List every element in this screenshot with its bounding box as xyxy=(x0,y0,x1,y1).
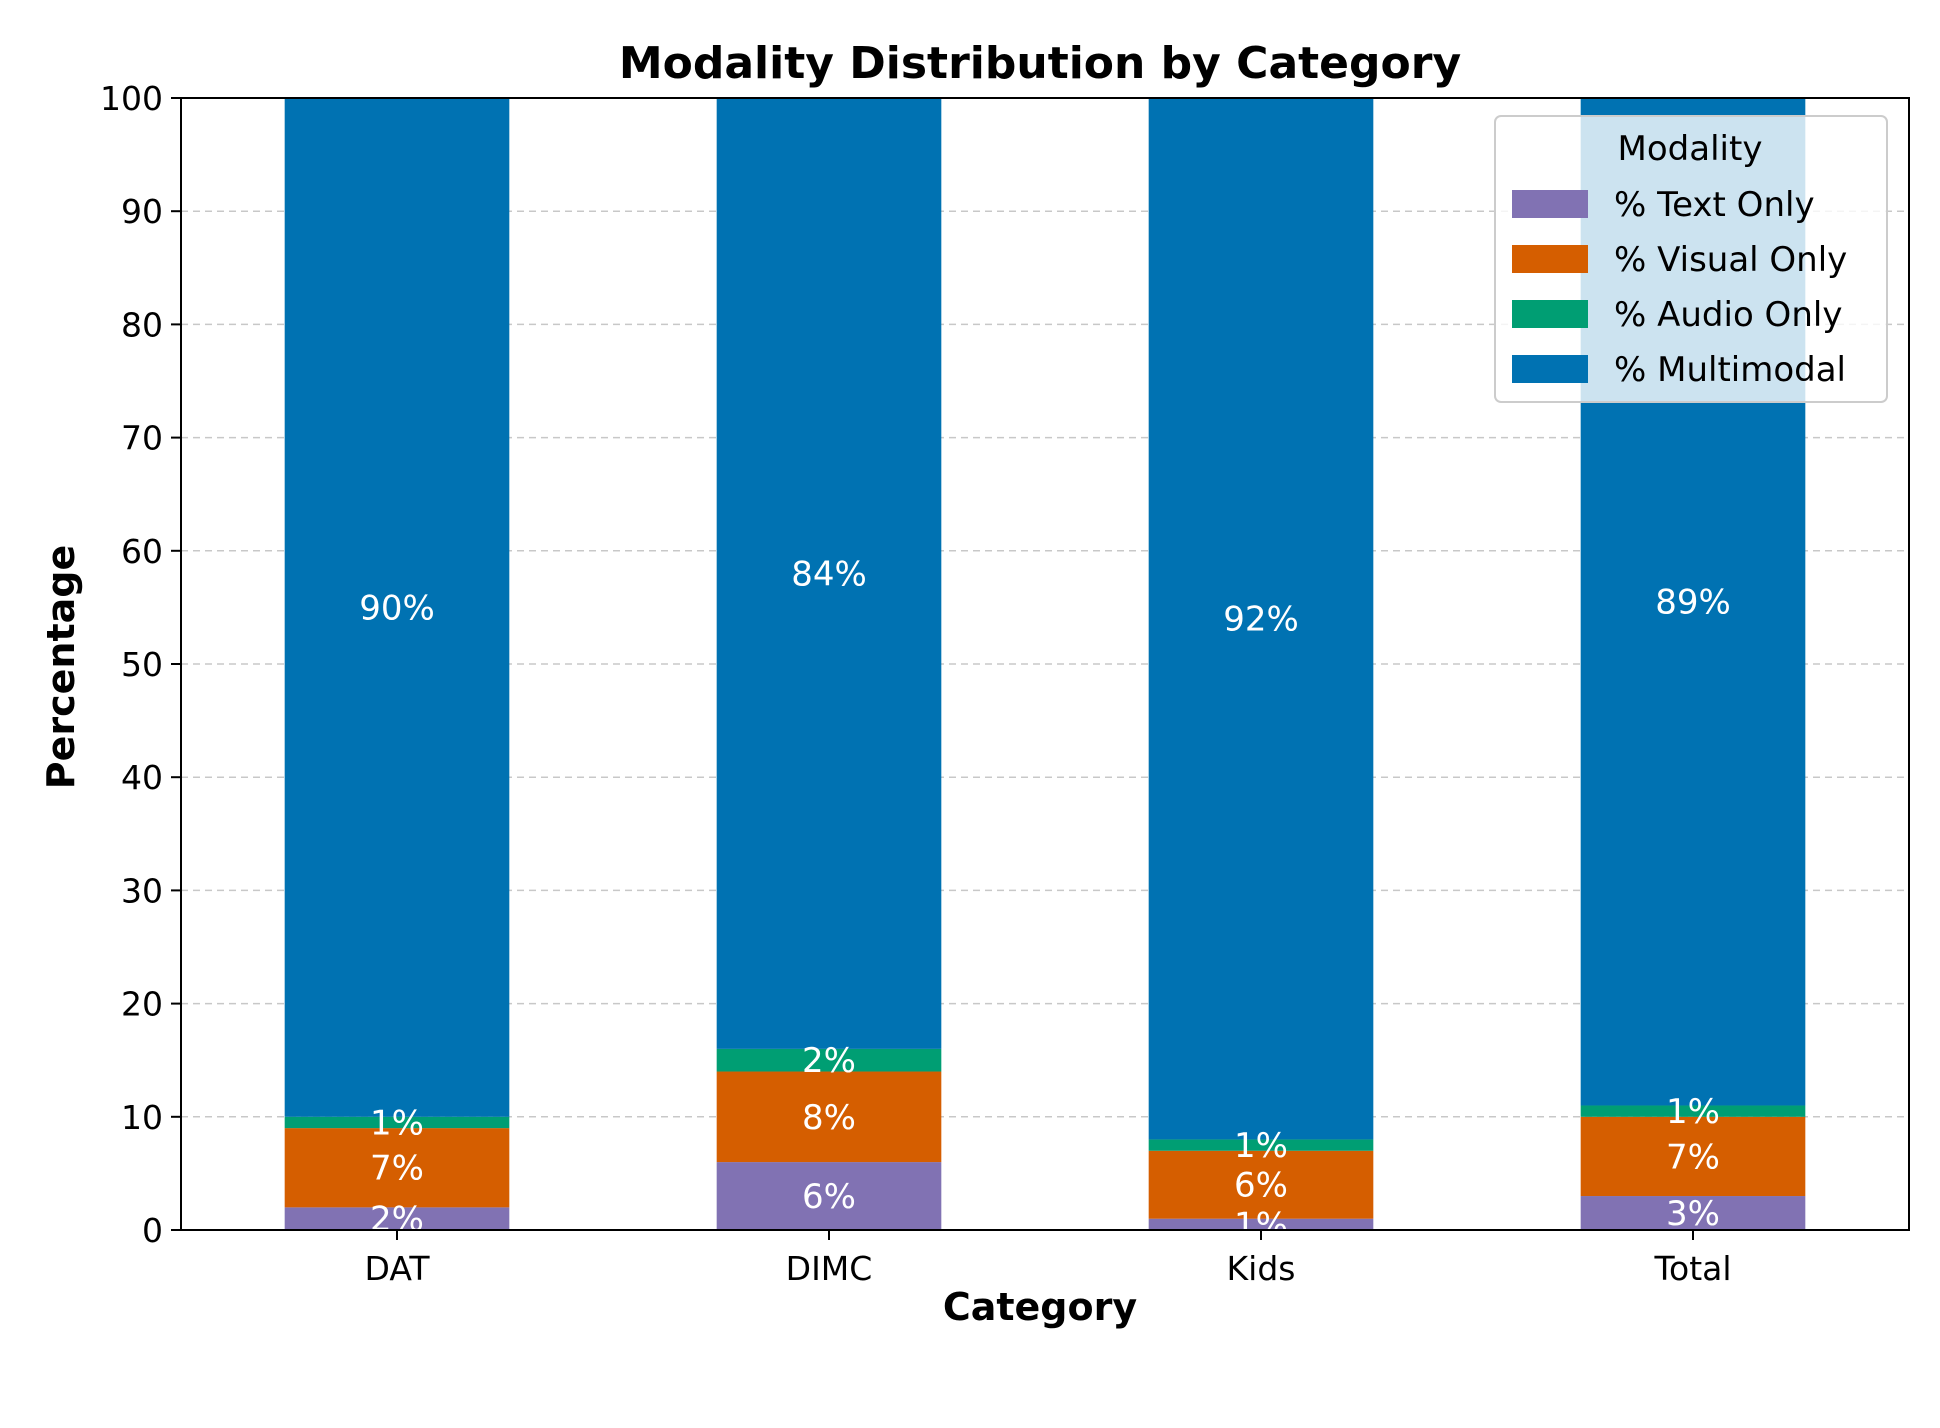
legend-swatch xyxy=(1512,190,1588,218)
legend-swatch xyxy=(1512,300,1588,328)
y-tick-label: 60 xyxy=(121,532,163,571)
bar-data-label: 89% xyxy=(1655,583,1731,623)
bar-segment xyxy=(284,1207,510,1230)
bar-data-label: 3% xyxy=(1666,1194,1720,1234)
bar-segment xyxy=(716,1048,942,1072)
bar-data-label: 7% xyxy=(1666,1137,1720,1177)
x-tick-label: DIMC xyxy=(786,1249,873,1288)
y-tick-label: 30 xyxy=(121,871,163,910)
bar-data-label: 92% xyxy=(1223,600,1299,640)
y-axis-title: Percentage xyxy=(39,545,83,790)
legend-items: % Text Only % Visual Only % Audio Only % Mu… xyxy=(1512,185,1847,390)
y-tick-label: 80 xyxy=(121,305,163,344)
y-tick-label: 0 xyxy=(142,1211,163,1250)
bar-segment xyxy=(284,98,510,1117)
bar-segment xyxy=(716,1162,942,1230)
y-tick-label: 20 xyxy=(121,985,163,1024)
bar-data-label: 1% xyxy=(370,1103,424,1143)
bar-data-label: 90% xyxy=(359,588,435,628)
chart-title: Modality Distribution by Category xyxy=(619,38,1461,89)
bar-segment xyxy=(1148,1218,1374,1230)
legend: Modality % Text Only % Visual Only % Audio… xyxy=(1494,115,1888,403)
plot-frame xyxy=(180,97,1910,1231)
legend-swatch xyxy=(1512,355,1588,383)
bar-segment xyxy=(716,98,942,1049)
legend-label: % Visual Only xyxy=(1614,240,1847,280)
bar-segment xyxy=(1580,1116,1806,1197)
bar-segment xyxy=(1148,98,1374,1140)
y-tick-label: 90 xyxy=(121,192,163,231)
legend-title: Modality xyxy=(1618,129,1763,169)
x-tick-label: Total xyxy=(1653,1249,1731,1288)
bar-data-label: 1% xyxy=(1234,1126,1288,1166)
bar-data-label: 6% xyxy=(1234,1166,1288,1206)
bar-data-label: 1% xyxy=(1666,1092,1720,1132)
y-tick-label: 10 xyxy=(121,1098,163,1137)
bar-data-label: 6% xyxy=(802,1177,856,1217)
y-tick-label: 100 xyxy=(100,79,163,118)
segment-labels-layer: 2%7%1%90%6%8%2%84%1%6%1%92%3%7%1%89% xyxy=(359,554,1731,1245)
bar-segment xyxy=(716,1071,942,1163)
legend-box xyxy=(1494,115,1888,403)
legend-label: % Text Only xyxy=(1614,185,1815,225)
bar-segment xyxy=(1580,1196,1806,1230)
axes-layer: 0 10 20 30 40 50 60 70 80 90 100 DAT DIMC Kids Total xyxy=(100,79,1910,1288)
y-tick-label: 40 xyxy=(121,758,163,797)
bar-segment xyxy=(1148,1139,1374,1151)
bar-segment xyxy=(284,1116,510,1129)
bar-segment xyxy=(284,1128,510,1208)
bar-data-label: 8% xyxy=(802,1098,856,1138)
legend-swatch xyxy=(1512,245,1588,273)
bar-data-label: 2% xyxy=(802,1041,856,1081)
x-axis-title: Category xyxy=(943,1285,1138,1329)
y-tick-label: 70 xyxy=(121,419,163,458)
x-tick-label: Kids xyxy=(1227,1249,1296,1288)
y-tick-label: 50 xyxy=(121,645,163,684)
bar-segment xyxy=(1148,1150,1374,1219)
bar-data-label: 84% xyxy=(791,554,867,594)
bar-data-label: 7% xyxy=(370,1149,424,1189)
legend-label: % Audio Only xyxy=(1614,295,1842,335)
x-tick-label: DAT xyxy=(364,1249,430,1288)
bar-segment xyxy=(1580,1105,1806,1117)
legend-label: % Multimodal xyxy=(1614,350,1846,390)
